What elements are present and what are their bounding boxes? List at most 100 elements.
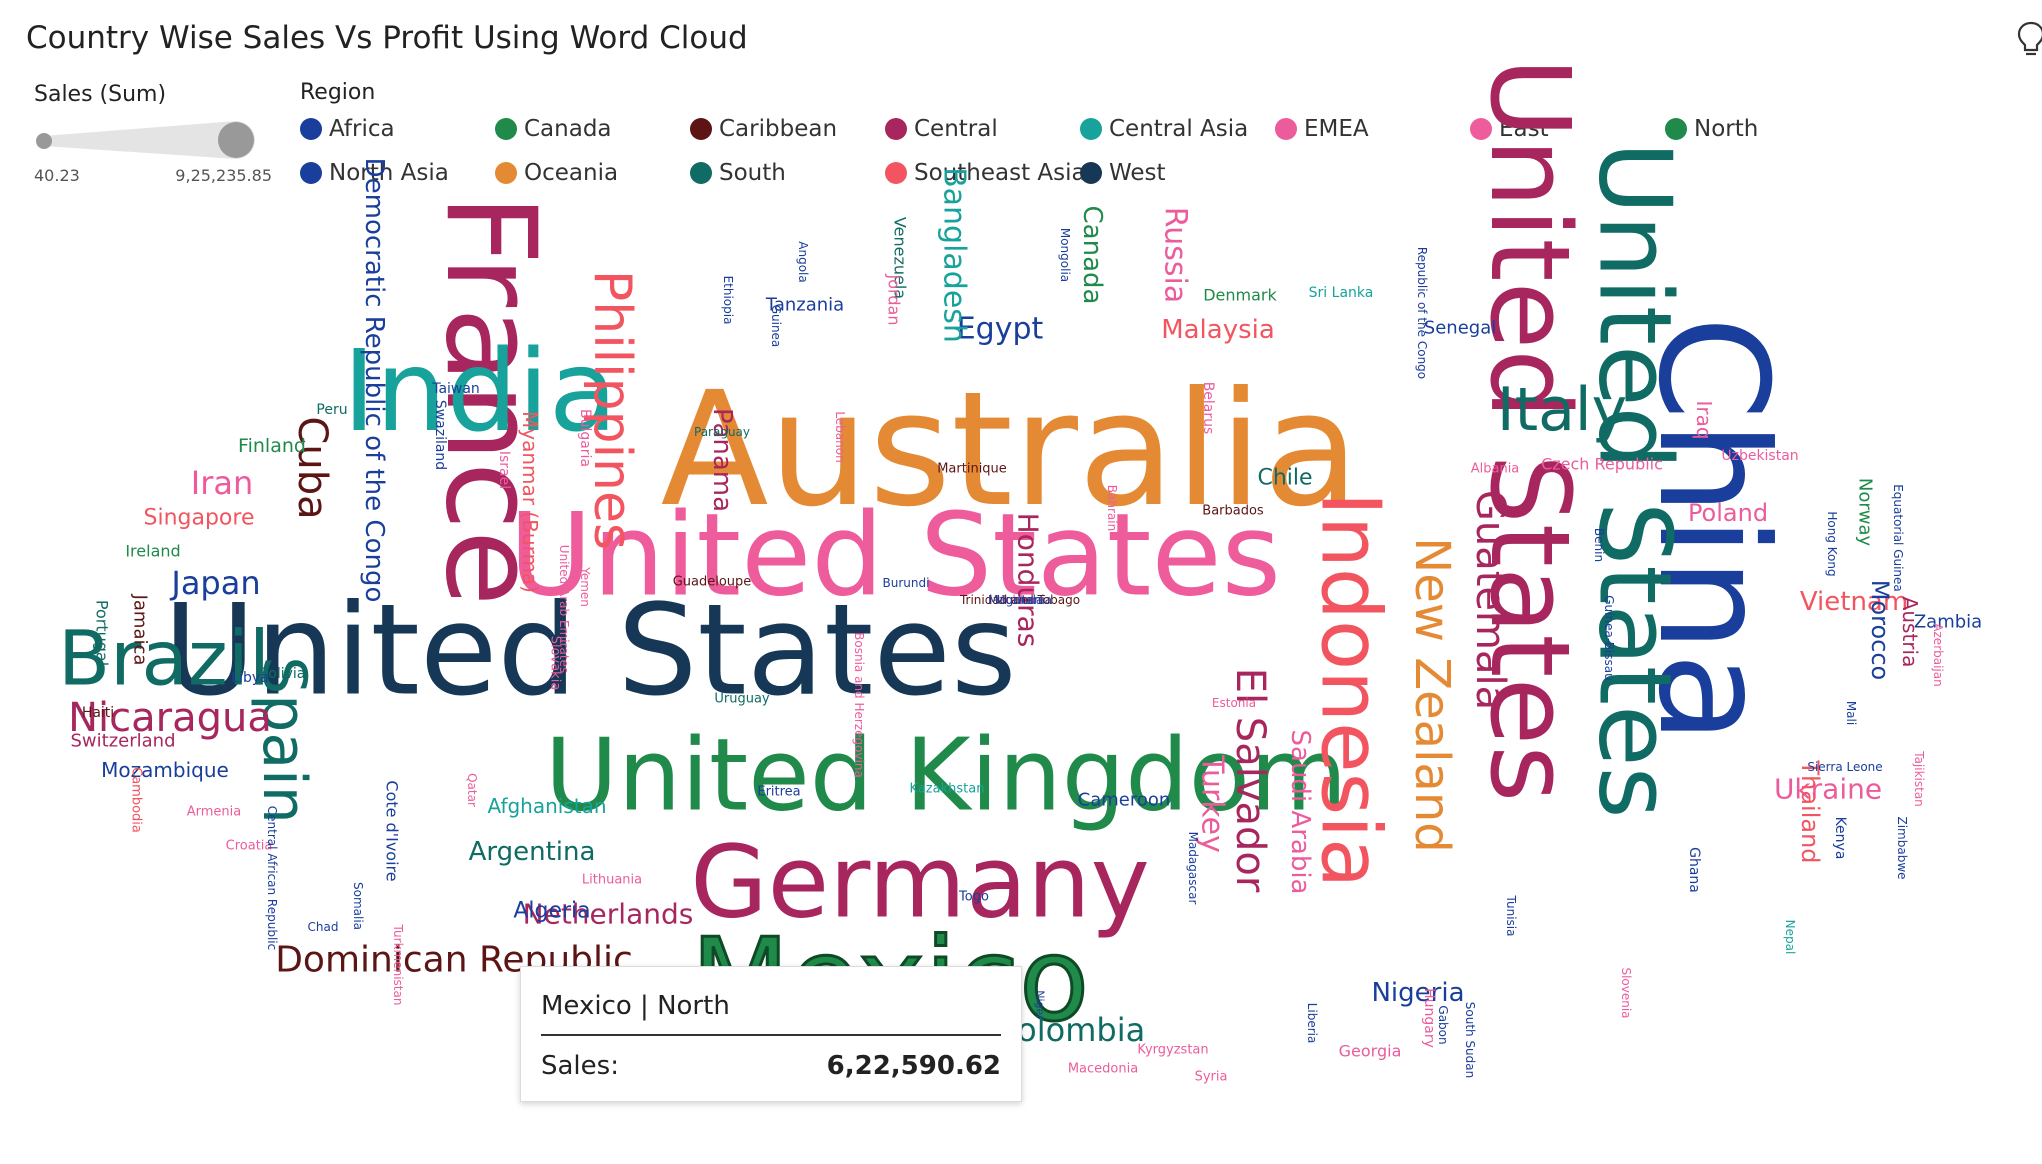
- legend-item-oceania[interactable]: Oceania: [495, 158, 618, 188]
- word-azerbaijan-emea[interactable]: Azerbaijan: [1931, 623, 1945, 686]
- word-somalia-africa[interactable]: Somalia: [351, 882, 365, 930]
- word-guatemala-central[interactable]: Guatemala: [1467, 490, 1513, 710]
- word-cote-d-ivoire-africa[interactable]: Cote d'Ivoire: [383, 780, 402, 881]
- word-afghanistan-central-asia[interactable]: Afghanistan: [487, 794, 606, 818]
- word-malaysia-southeast-asia[interactable]: Malaysia: [1161, 315, 1275, 345]
- word-uruguay-south[interactable]: Uruguay: [714, 692, 770, 707]
- word-senegal-africa[interactable]: Senegal: [1424, 318, 1496, 339]
- word-tunisia-africa[interactable]: Tunisia: [1504, 895, 1518, 937]
- word-poland-emea[interactable]: Poland: [1688, 499, 1768, 527]
- word-denmark-north[interactable]: Denmark: [1203, 286, 1277, 305]
- word-portugal-south[interactable]: Portugal: [93, 600, 112, 666]
- word-cambodia-southeast-asia[interactable]: Cambodia: [129, 767, 144, 833]
- word-united-states-west[interactable]: United States: [163, 577, 1016, 724]
- word-uzbekistan-emea[interactable]: Uzbekistan: [1721, 448, 1798, 464]
- word-mongolia-north-asia[interactable]: Mongolia: [1058, 228, 1072, 282]
- word-iraq-emea[interactable]: Iraq: [1692, 400, 1716, 439]
- word-chad-africa[interactable]: Chad: [308, 920, 339, 934]
- word-georgia-emea[interactable]: Georgia: [1339, 1042, 1402, 1061]
- word-singapore-southeast-asia[interactable]: Singapore: [144, 506, 255, 531]
- word-united-arab-emirates-emea[interactable]: United Arab Emirates: [557, 545, 571, 673]
- word-hong-kong-north-asia[interactable]: Hong Kong: [1825, 511, 1839, 576]
- word-ireland-north[interactable]: Ireland: [125, 542, 180, 561]
- legend-item-north[interactable]: North: [1665, 114, 1758, 144]
- legend-item-east[interactable]: East: [1470, 114, 1549, 144]
- word-martinique-caribbean[interactable]: Martinique: [937, 462, 1007, 477]
- word-australia-oceania[interactable]: Australia: [661, 358, 1360, 542]
- word-togo-africa[interactable]: Togo: [958, 890, 989, 905]
- word-bangladesh-central-asia[interactable]: Bangladesh: [937, 167, 972, 343]
- word-guinea-africa[interactable]: Guinea: [769, 305, 783, 348]
- word-japan-north-asia[interactable]: Japan: [169, 564, 260, 602]
- word-algeria-africa[interactable]: Algeria: [513, 899, 590, 924]
- word-slovakia-emea[interactable]: Slovakia: [548, 636, 563, 691]
- word-tajikistan-emea[interactable]: Tajikistan: [1912, 750, 1926, 807]
- word-venezuela-south[interactable]: Venezuela: [891, 217, 910, 299]
- word-belarus-emea[interactable]: Belarus: [1200, 382, 1216, 435]
- word-jamaica-caribbean[interactable]: Jamaica: [130, 594, 151, 666]
- word-russia-emea[interactable]: Russia: [1158, 207, 1193, 304]
- word-united-states-south[interactable]: United States: [1577, 141, 1694, 818]
- word-mauritania-africa[interactable]: Mauritania: [988, 593, 1052, 607]
- legend-item-south[interactable]: South: [690, 158, 786, 188]
- word-brazil-south[interactable]: Brazil: [58, 614, 270, 703]
- word-croatia-emea[interactable]: Croatia: [226, 839, 273, 854]
- word-chile-south[interactable]: Chile: [1257, 466, 1312, 491]
- word-czech-republic-emea[interactable]: Czech Republic: [1541, 455, 1663, 474]
- word-thailand-southeast-asia[interactable]: Thailand: [1796, 759, 1824, 863]
- word-eritrea-africa[interactable]: Eritrea: [757, 785, 800, 800]
- lightbulb-icon[interactable]: [2016, 20, 2042, 60]
- word-zambia-africa[interactable]: Zambia: [1914, 612, 1982, 633]
- word-vietnam-southeast-asia[interactable]: Vietnam: [1800, 587, 1908, 617]
- word-egypt-africa[interactable]: Egypt: [957, 312, 1044, 347]
- word-moldova-emea[interactable]: Moldova: [995, 593, 1045, 607]
- word-spain-south[interactable]: Spain: [249, 656, 319, 824]
- word-guadeloupe-caribbean[interactable]: Guadeloupe: [673, 575, 752, 590]
- word-mali-africa[interactable]: Mali: [1844, 701, 1858, 725]
- word-italy-south[interactable]: Italy: [1497, 375, 1627, 445]
- word-taiwan-north-asia[interactable]: Taiwan: [431, 381, 480, 397]
- legend-item-west[interactable]: West: [1080, 158, 1166, 188]
- word-turkey-emea[interactable]: Turkey: [1195, 754, 1230, 853]
- word-switzerland-central[interactable]: Switzerland: [71, 731, 176, 752]
- word-hungary-emea[interactable]: Hungary: [1421, 988, 1437, 1048]
- word-south-sudan-africa[interactable]: South Sudan: [1463, 1002, 1477, 1079]
- word-sierra-leone-africa[interactable]: Sierra Leone: [1807, 760, 1882, 774]
- word-libya-africa[interactable]: Libya: [231, 670, 268, 686]
- word-mozambique-africa[interactable]: Mozambique: [101, 758, 229, 782]
- word-cameroon-africa[interactable]: Cameroon: [1078, 790, 1171, 811]
- word-slovenia-emea[interactable]: Slovenia: [1619, 967, 1633, 1018]
- word-new-zealand-oceania[interactable]: New Zealand: [1404, 537, 1460, 852]
- legend-item-caribbean[interactable]: Caribbean: [690, 114, 837, 144]
- word-guinea-bissau-africa[interactable]: Guinea-Bissau: [1602, 595, 1616, 681]
- word-jordan-emea[interactable]: Jordan: [885, 274, 904, 326]
- word-bolivia-south[interactable]: Bolivia: [259, 666, 306, 682]
- word-burundi-africa[interactable]: Burundi: [883, 576, 930, 590]
- legend-item-emea[interactable]: EMEA: [1275, 114, 1369, 144]
- word-kenya-africa[interactable]: Kenya: [1832, 817, 1848, 860]
- word-angola-africa[interactable]: Angola: [796, 241, 810, 282]
- word-israel-emea[interactable]: Israel: [496, 451, 512, 489]
- word-saudi-arabia-emea[interactable]: Saudi Arabia: [1285, 730, 1315, 895]
- word-gabon-africa[interactable]: Gabon: [1436, 1005, 1450, 1044]
- word-bulgaria-emea[interactable]: Bulgaria: [577, 409, 593, 467]
- word-france-central[interactable]: France: [418, 194, 562, 606]
- word-paraguay-south[interactable]: Paraguay: [694, 425, 750, 439]
- word-democratic-republic-of-the-congo-africa[interactable]: Democratic Republic of the Congo: [359, 158, 389, 603]
- word-equatorial-guinea-africa[interactable]: Equatorial Guinea: [1891, 484, 1905, 592]
- word-uganda-africa[interactable]: Uganda: [997, 593, 1043, 607]
- word-lithuania-emea[interactable]: Lithuania: [582, 873, 642, 888]
- word-albania-emea[interactable]: Albania: [1471, 462, 1520, 477]
- word-united-states-central[interactable]: United States: [1466, 58, 1594, 803]
- word-lebanon-emea[interactable]: Lebanon: [833, 411, 847, 462]
- word-morocco-africa[interactable]: Morocco: [1866, 580, 1894, 681]
- word-nigeria-africa[interactable]: Nigeria: [1371, 978, 1464, 1008]
- word-madagascar-africa[interactable]: Madagascar: [1186, 832, 1200, 905]
- word-argentina-south[interactable]: Argentina: [469, 837, 596, 867]
- word-ukraine-emea[interactable]: Ukraine: [1774, 773, 1882, 806]
- legend-item-central-asia[interactable]: Central Asia: [1080, 114, 1248, 144]
- word-liberia-africa[interactable]: Liberia: [1305, 1003, 1319, 1044]
- word-nicaragua-central[interactable]: Nicaragua: [68, 695, 272, 741]
- word-kyrgyzstan-emea[interactable]: Kyrgyzstan: [1137, 1043, 1208, 1058]
- legend-item-canada[interactable]: Canada: [495, 114, 612, 144]
